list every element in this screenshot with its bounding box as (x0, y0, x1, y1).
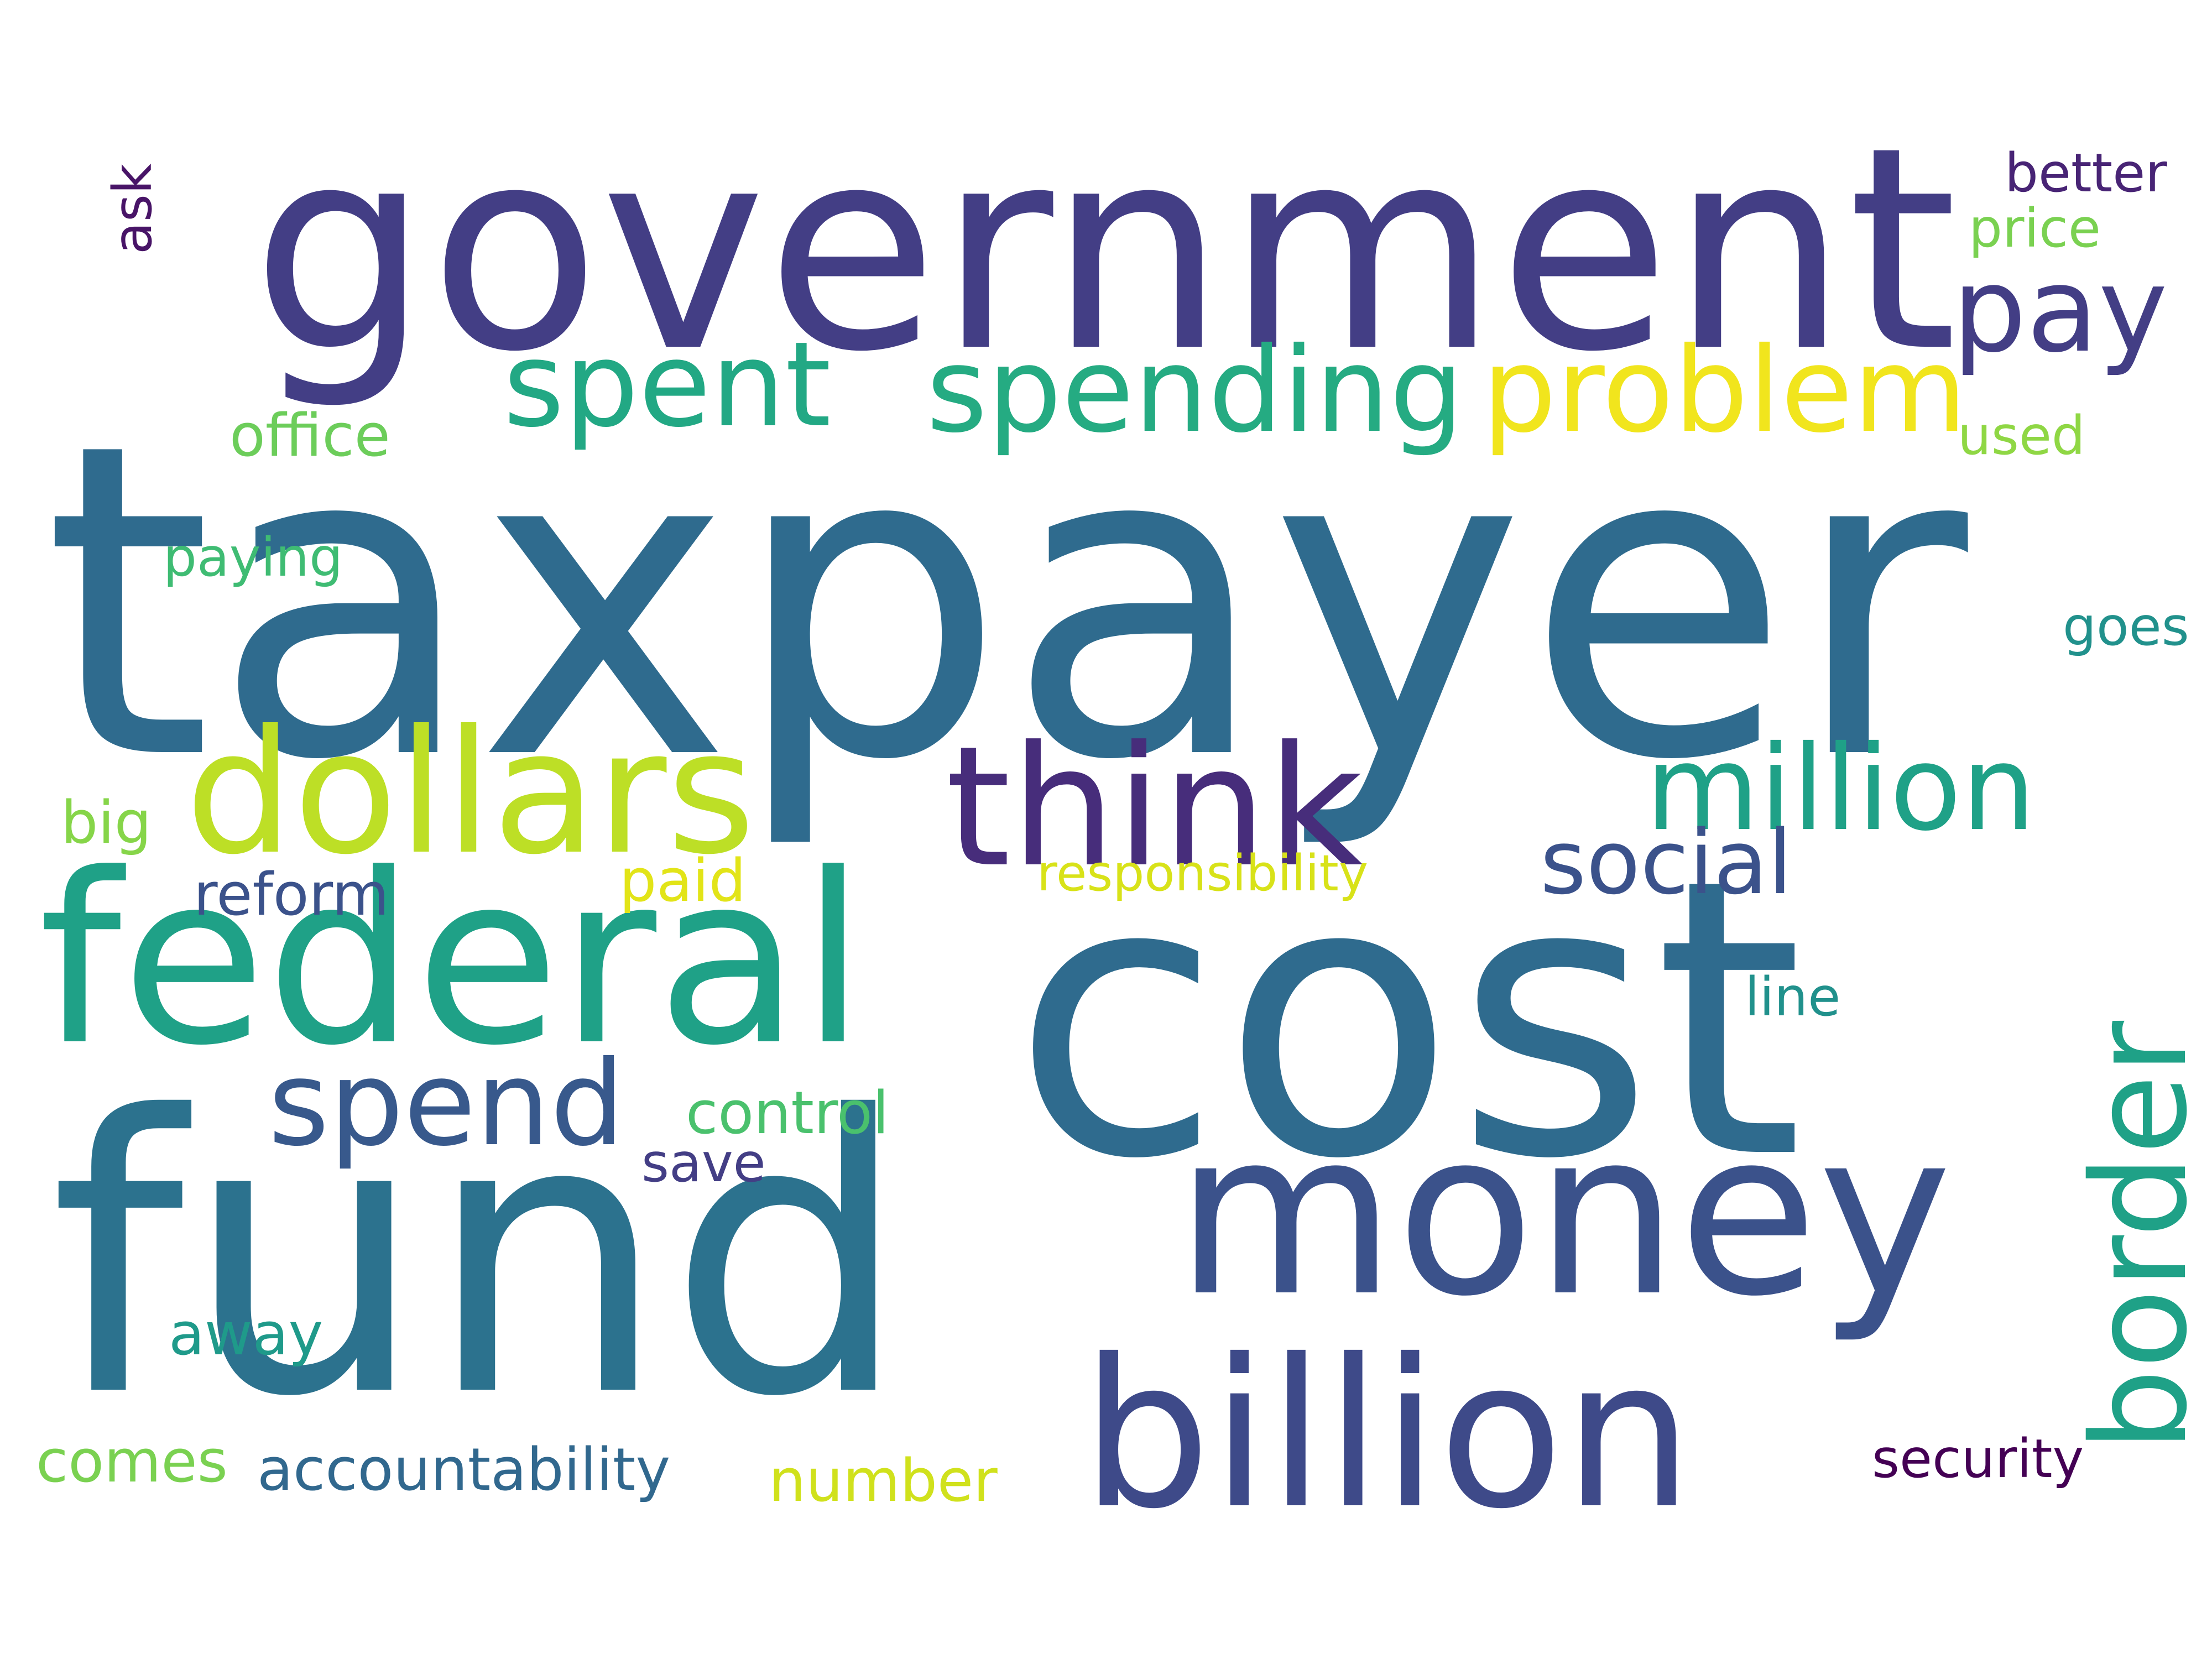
word-reform: reform (194, 860, 389, 928)
word-comes: comes (36, 1427, 228, 1495)
word-fund: fund (50, 1036, 910, 1480)
word-social: social (1540, 811, 1793, 914)
word-ask: ask (102, 163, 164, 254)
word-save: save (641, 1132, 766, 1194)
word-problem: problem (1482, 322, 1968, 458)
word-better: better (2005, 142, 2167, 204)
word-spending: spending (926, 322, 1464, 458)
word-spend: spend (268, 1035, 625, 1172)
word-dollars: dollars (185, 693, 755, 892)
word-number: number (769, 1447, 998, 1515)
word-think: think (946, 711, 1363, 904)
word-government: government (252, 87, 1958, 413)
word-pay: pay (1952, 242, 2168, 378)
word-control: control (686, 1079, 889, 1147)
word-goes: goes (2063, 596, 2189, 658)
word-money: money (1175, 1082, 1952, 1346)
word-taxpayer: taxpayer (43, 352, 1968, 854)
word-office: office (229, 401, 390, 469)
word-line: line (1745, 966, 1841, 1028)
word-away: away (169, 1300, 324, 1368)
word-paying: paying (163, 526, 343, 588)
word-border: border (2064, 1020, 2212, 1452)
word-responsibility: responsibility (1037, 844, 1369, 902)
word-security: security (1872, 1428, 2084, 1490)
word-cost: cost (1012, 798, 1804, 1242)
word-paid: paid (619, 847, 746, 915)
word-billion: billion (1081, 1316, 1693, 1554)
word-price: price (1969, 197, 2101, 259)
word-million: million (1645, 720, 2036, 857)
word-spent: spent (503, 316, 831, 453)
word-used: used (1958, 405, 2085, 467)
word-federal: federal (39, 824, 866, 1097)
word-accountability: accountability (257, 1436, 671, 1504)
word-big: big (61, 789, 152, 857)
